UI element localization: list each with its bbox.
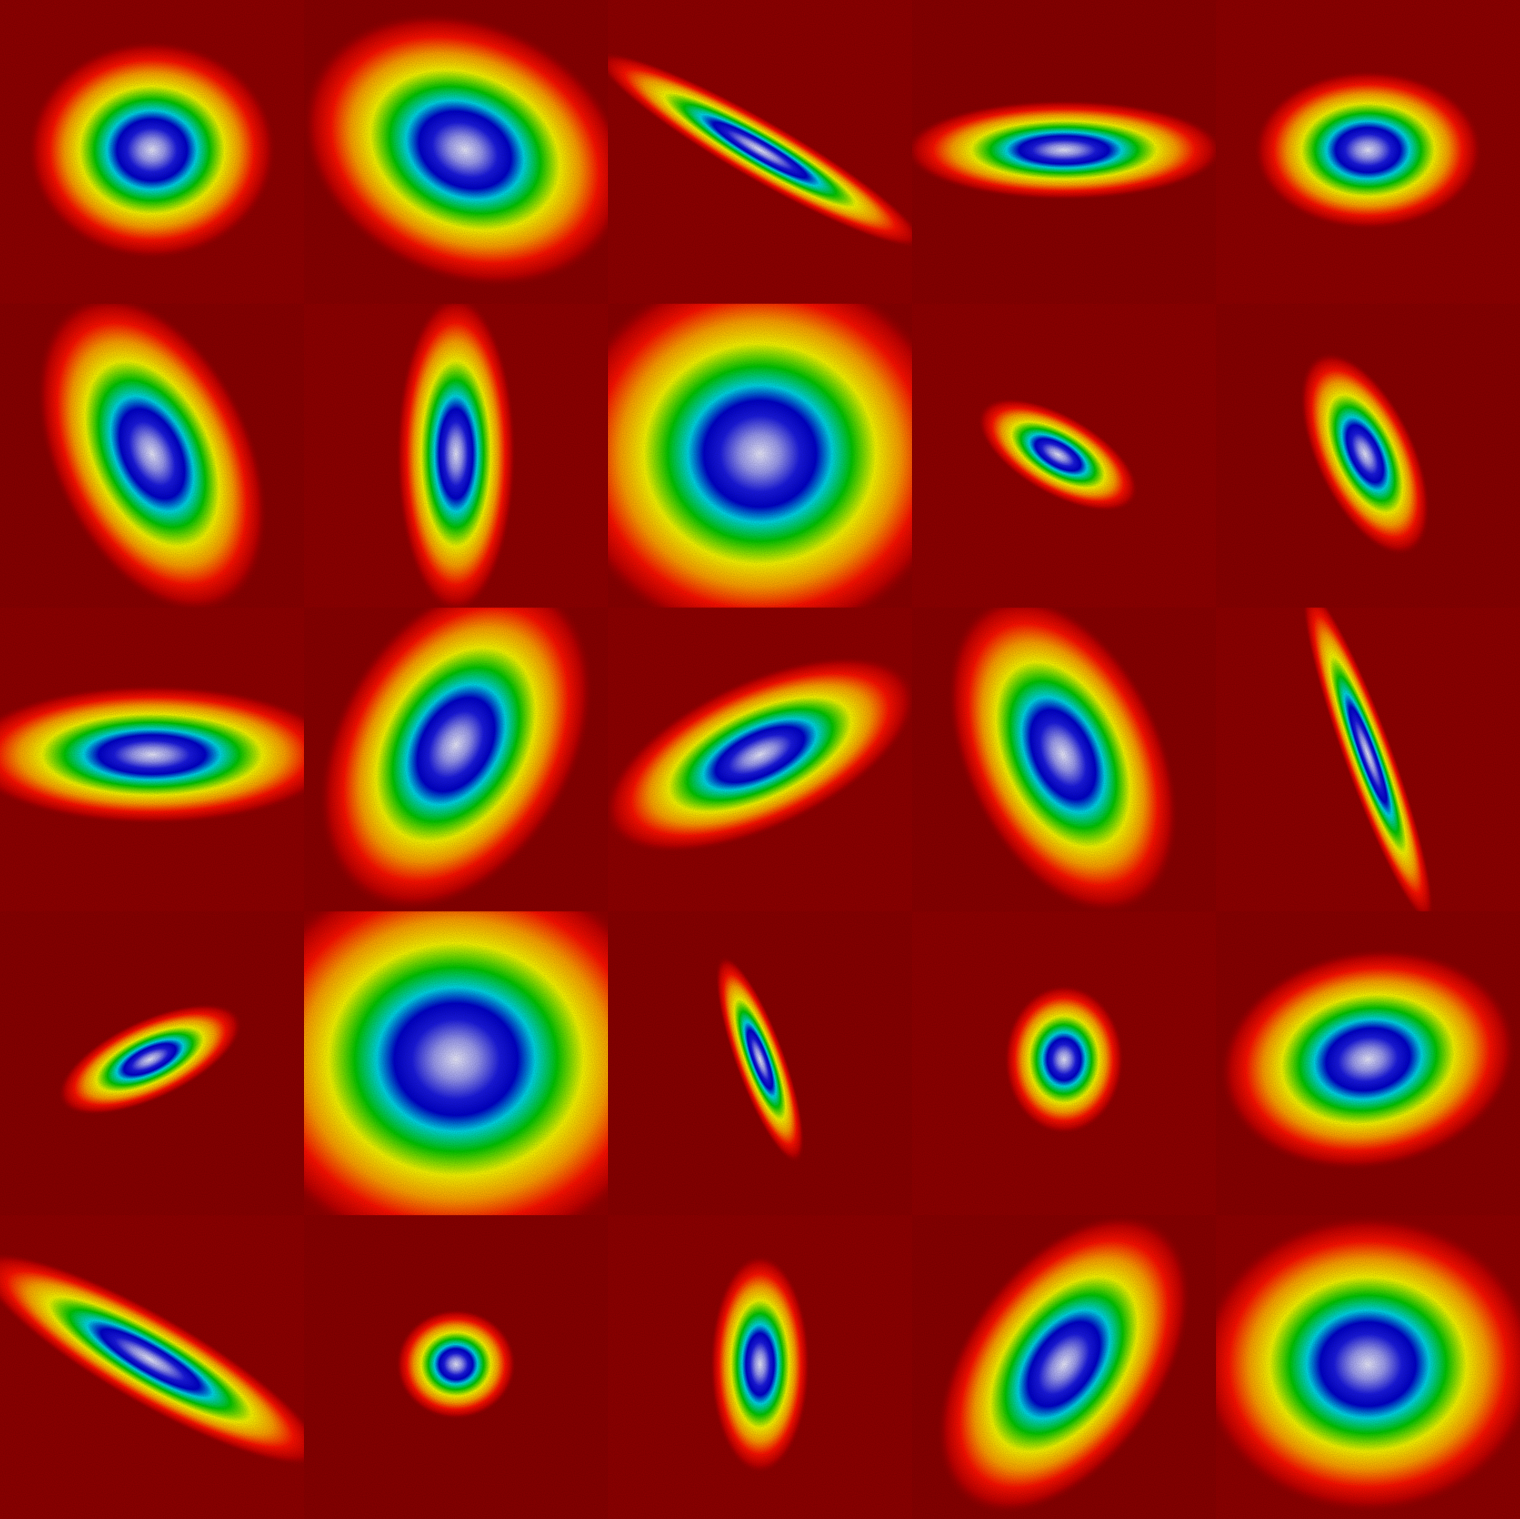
noise-overlay bbox=[0, 0, 1520, 1519]
page: (() => { const svg = document.getElement… bbox=[0, 0, 1520, 1519]
blob-grid bbox=[0, 0, 1520, 1519]
